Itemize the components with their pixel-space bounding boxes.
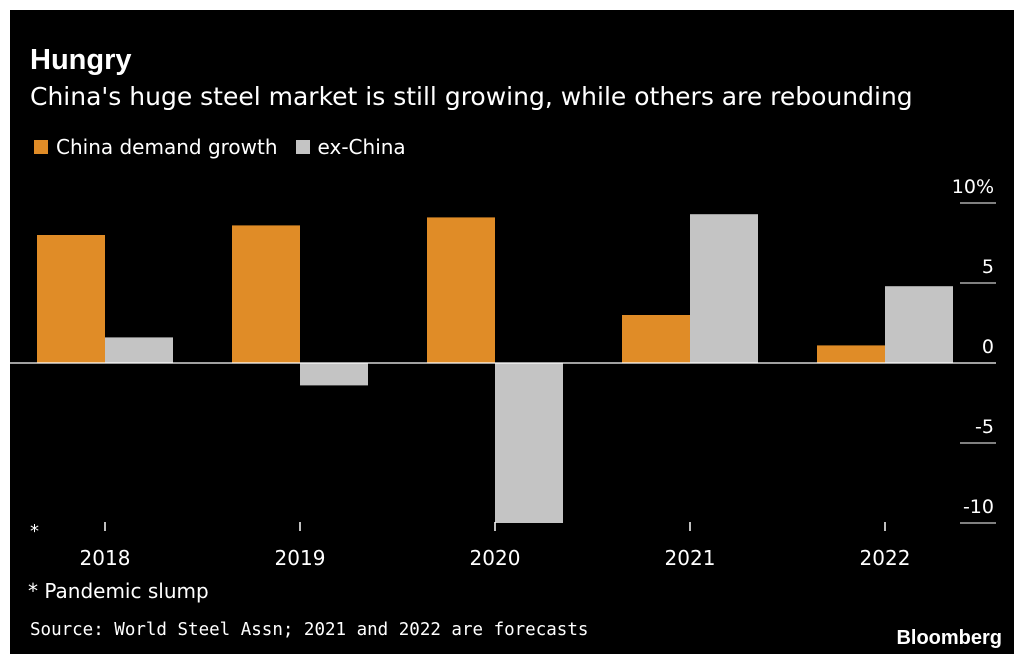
- y-tick-label: -5: [975, 416, 994, 438]
- source-note: Source: World Steel Assn; 2021 and 2022 …: [30, 620, 589, 640]
- legend: China demand growth ex-China: [34, 134, 424, 160]
- x-tick-label: 2022: [860, 546, 911, 570]
- legend-label-china: China demand growth: [56, 135, 278, 159]
- bar-chart: 10% 5 0 -5 -10 2018 2019 2020 2021 2022 *: [10, 176, 996, 570]
- legend-swatch-china: [34, 140, 48, 154]
- x-tick-label: 2019: [275, 546, 326, 570]
- bar-ex-china-2022: [885, 286, 953, 363]
- bar-ex-china-2020: [495, 363, 563, 523]
- bar-ex-china-2018: [105, 337, 173, 363]
- bar-china-2019: [232, 225, 300, 363]
- annotation-note: * Pandemic slump: [28, 579, 209, 603]
- bar-china-2021: [622, 315, 690, 363]
- bar-china-2022: [817, 345, 885, 363]
- x-tick-label: 2021: [665, 546, 716, 570]
- legend-swatch-ex-china: [295, 140, 310, 154]
- bar-ex-china-2021: [690, 214, 758, 363]
- bloomberg-logo: Bloomberg: [896, 627, 1002, 649]
- y-tick-label: 5: [982, 256, 994, 278]
- pandemic-marker: *: [30, 521, 39, 542]
- x-tick-label: 2020: [470, 546, 521, 570]
- y-tick-label: 10%: [952, 176, 994, 198]
- chart-title: Hungry: [30, 44, 132, 76]
- bar-ex-china-2019: [300, 363, 368, 386]
- bar-china-2020: [427, 217, 495, 363]
- y-tick-label: 0: [982, 336, 994, 358]
- legend-label-ex-china: ex-China: [317, 135, 406, 159]
- y-tick-label: -10: [963, 496, 994, 518]
- chart-subtitle: China's huge steel market is still growi…: [30, 82, 913, 111]
- x-tick-label: 2018: [80, 546, 131, 570]
- legend-item-ex-china: ex-China: [295, 134, 406, 160]
- legend-item-china: China demand growth: [34, 134, 278, 160]
- chart-frame: Hungry China's huge steel market is stil…: [10, 10, 1014, 654]
- bar-china-2018: [37, 235, 105, 363]
